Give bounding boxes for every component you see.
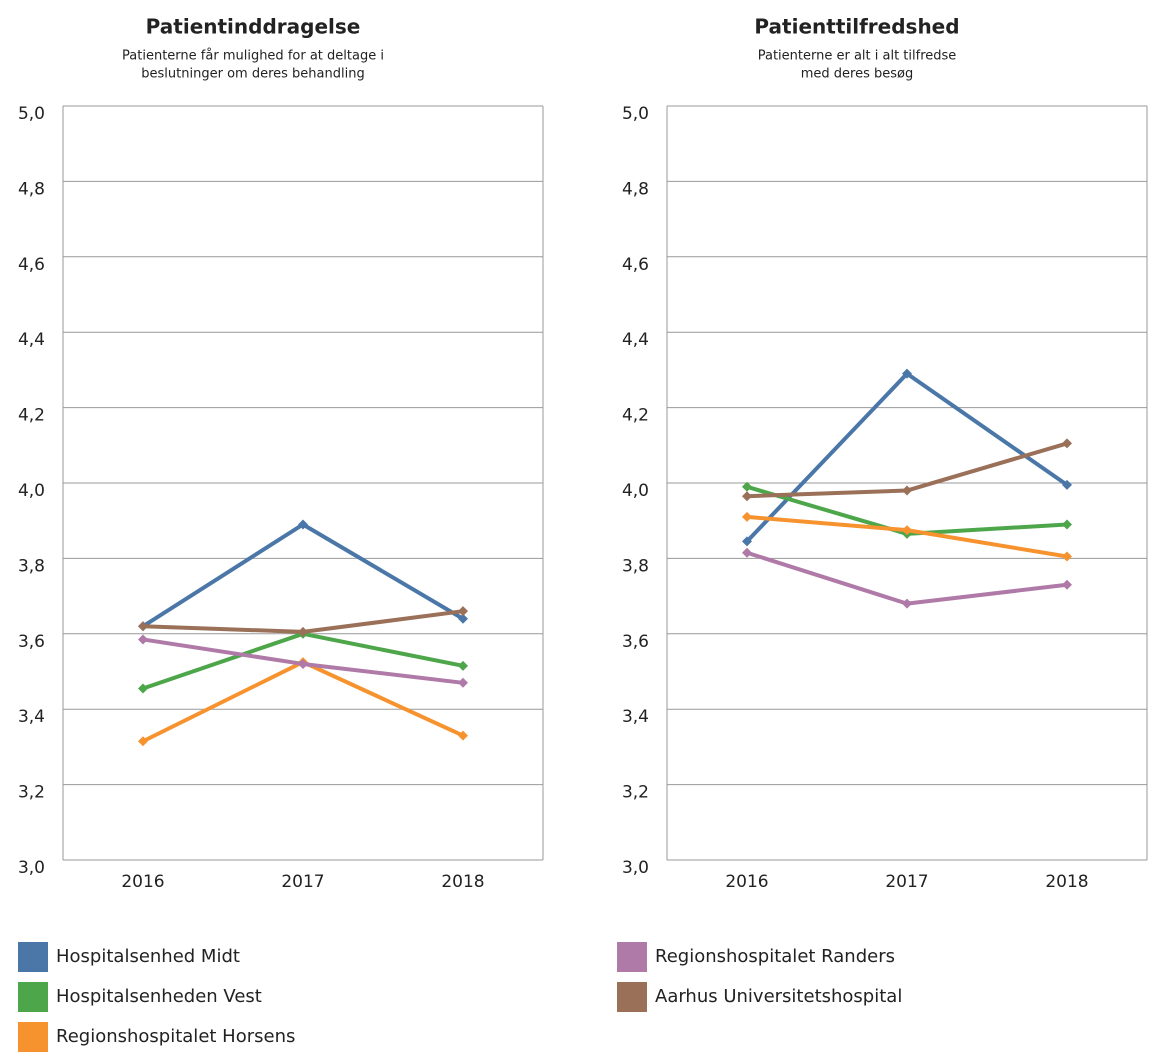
- point-marker: [1062, 519, 1072, 530]
- point-marker: [458, 660, 468, 671]
- x-tick-label: 2017: [885, 872, 928, 892]
- x-tick-label: 2016: [121, 872, 164, 892]
- legend-label: Regionshospitalet Randers: [655, 946, 895, 967]
- y-tick-label: 4,4: [622, 330, 649, 350]
- y-tick-label: 5,0: [622, 104, 649, 124]
- y-tick-label: 4,4: [18, 330, 45, 350]
- point-marker: [458, 606, 468, 617]
- point-marker: [902, 368, 912, 379]
- point-marker: [742, 511, 752, 522]
- legend-swatch: [617, 982, 647, 1012]
- y-tick-label: 4,2: [622, 406, 649, 426]
- y-tick-label: 3,8: [622, 556, 649, 576]
- chart-subtitle: Patienterne får mulighed for at deltage …: [122, 49, 384, 64]
- y-tick-label: 4,0: [18, 481, 45, 501]
- x-tick-label: 2018: [441, 872, 484, 892]
- chart-subtitle: beslutninger om deres behandling: [141, 67, 364, 82]
- point-marker: [298, 658, 308, 669]
- point-marker: [458, 730, 468, 741]
- series-line: [746, 550, 1068, 606]
- point-marker: [138, 736, 148, 747]
- point-marker: [902, 485, 912, 496]
- legend-label: Aarhus Universitetshospital: [655, 986, 902, 1007]
- y-tick-label: 4,0: [622, 481, 649, 501]
- series-line: [141, 522, 465, 628]
- point-marker: [1062, 579, 1072, 590]
- point-marker: [1062, 438, 1072, 449]
- point-marker: [458, 613, 468, 624]
- point-marker: [1062, 551, 1072, 562]
- y-tick-label: 4,2: [18, 406, 45, 426]
- legend-swatch: [18, 1022, 48, 1052]
- point-marker: [742, 481, 752, 492]
- y-tick-label: 3,6: [18, 632, 45, 652]
- y-tick-label: 5,0: [18, 104, 45, 124]
- point-marker: [458, 677, 468, 688]
- point-marker: [138, 621, 148, 632]
- chart-title: Patienttilfredshed: [754, 15, 959, 39]
- point-marker: [902, 525, 912, 536]
- point-marker: [138, 634, 148, 645]
- point-marker: [1062, 479, 1072, 490]
- chart-title: Patientinddragelse: [146, 15, 361, 39]
- chart-subtitle: Patienterne er alt i alt tilfredse: [758, 49, 957, 64]
- legend-swatch: [18, 982, 48, 1012]
- y-tick-label: 3,6: [622, 632, 649, 652]
- legend-label: Regionshospitalet Horsens: [56, 1026, 295, 1047]
- legend-label: Hospitalsenheden Vest: [56, 986, 262, 1007]
- point-marker: [138, 683, 148, 694]
- y-tick-label: 3,4: [18, 707, 45, 727]
- point-marker: [298, 519, 308, 530]
- y-tick-label: 3,4: [622, 707, 649, 727]
- chart-subtitle: med deres besøg: [801, 67, 914, 82]
- legend-label: Hospitalsenhed Midt: [56, 946, 240, 967]
- y-tick-label: 3,8: [18, 556, 45, 576]
- legend-swatch: [18, 942, 48, 972]
- legend-swatch: [617, 942, 647, 972]
- y-tick-label: 3,2: [18, 783, 45, 803]
- point-marker: [742, 547, 752, 558]
- x-tick-label: 2016: [725, 872, 768, 892]
- point-marker: [742, 536, 752, 547]
- point-marker: [742, 491, 752, 502]
- y-tick-label: 4,6: [18, 255, 45, 275]
- x-tick-label: 2017: [281, 872, 324, 892]
- point-marker: [298, 626, 308, 637]
- y-tick-label: 4,8: [18, 179, 45, 199]
- y-tick-label: 3,2: [622, 783, 649, 803]
- y-tick-label: 3,0: [622, 858, 649, 878]
- y-tick-label: 4,6: [622, 255, 649, 275]
- y-tick-label: 3,0: [18, 858, 45, 878]
- x-tick-label: 2018: [1045, 872, 1088, 892]
- y-tick-label: 4,8: [622, 179, 649, 199]
- point-marker: [902, 598, 912, 609]
